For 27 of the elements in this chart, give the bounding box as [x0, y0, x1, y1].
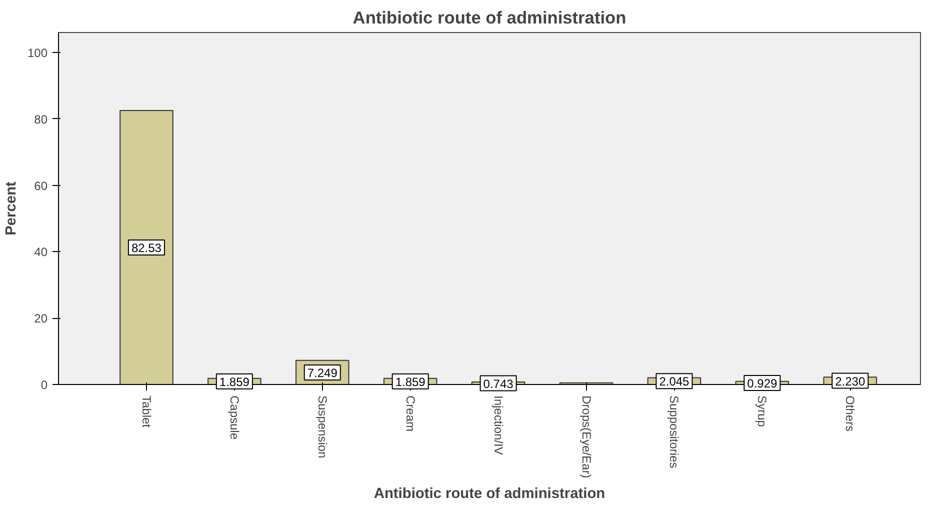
y-tick-label: 80	[34, 112, 48, 126]
data-label: 0.929	[747, 376, 778, 390]
chart-title: Antibiotic route of administration	[352, 8, 626, 28]
x-tick-label: Syrup	[755, 396, 770, 428]
y-tick-label: 40	[34, 245, 48, 260]
x-tick-label: Drops(Eye/Ear)	[579, 396, 594, 478]
y-tick-label: 100	[27, 46, 48, 60]
x-tick-label: Suppositories	[667, 396, 682, 468]
x-axis-title: Antibiotic route of administration	[374, 486, 606, 502]
y-axis-title: Percent	[3, 182, 20, 236]
x-tick-label: Suspension	[315, 396, 330, 458]
data-label: 82.53	[131, 240, 162, 255]
y-tick-label: 20	[34, 312, 48, 326]
x-tick-label: Others	[843, 396, 858, 432]
x-tick-label: Tablet	[139, 396, 154, 428]
data-label: 7.249	[307, 366, 338, 380]
x-tick-label: Capsule	[227, 396, 242, 440]
data-label: 2.045	[659, 374, 690, 389]
bar	[120, 110, 174, 384]
data-label: 1.859	[219, 374, 250, 389]
data-label: 1.859	[395, 374, 426, 389]
data-label: 2.230	[835, 374, 866, 388]
y-tick-label: 0	[40, 378, 48, 392]
data-label: 0.743	[483, 376, 514, 391]
x-tick-label: Cream	[403, 396, 418, 432]
y-tick-label: 60	[34, 178, 48, 193]
x-tick-label: Injection/IV	[491, 396, 506, 455]
